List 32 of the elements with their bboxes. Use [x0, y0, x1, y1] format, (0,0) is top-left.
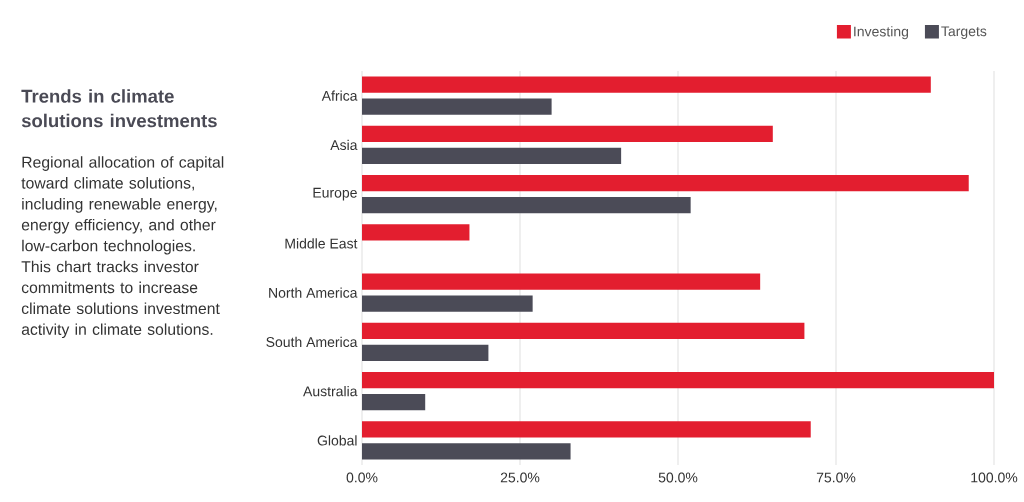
x-tick-label: 75.0% — [816, 472, 856, 483]
bar — [362, 76, 931, 93]
bar — [362, 125, 773, 143]
y-tick-label: North America — [269, 287, 358, 298]
bar — [362, 443, 571, 460]
x-tick-label: 50.0% — [658, 472, 698, 483]
y-tick-label: Global — [317, 435, 357, 446]
bar — [362, 273, 761, 290]
y-tick-label: Africa — [321, 90, 358, 101]
bar — [362, 175, 969, 192]
y-tick-label: Australia — [303, 385, 358, 397]
legend-label: Targets — [941, 26, 987, 39]
y-tick-label: Europe — [313, 187, 357, 201]
x-tick-label: 100.0% — [971, 472, 1018, 483]
y-tick-label: South America — [266, 336, 358, 348]
y-tick-label: Asia — [330, 139, 358, 151]
text: Trends in climate solutions investments — [21, 89, 217, 128]
x-tick-label: 0.0% — [346, 472, 378, 483]
legend-label: Investing — [854, 26, 909, 40]
text: Regional allocation of capital toward climate solutions, including renewable energy, energy efficiency, and other low-carbon technologies. This chart tracks investor commitments to increase climate solutions investment activity in climate solutions. — [21, 156, 224, 339]
bar — [362, 295, 533, 312]
y-tick-label: Middle East — [285, 238, 358, 249]
bar — [362, 372, 995, 389]
bar — [362, 147, 622, 164]
bar — [362, 421, 811, 438]
x-tick-label: 25.0% — [500, 472, 540, 483]
bar — [362, 98, 552, 115]
bar — [362, 322, 805, 340]
bar — [362, 224, 470, 241]
bar — [362, 393, 426, 411]
bar — [362, 344, 489, 361]
bar — [362, 196, 691, 214]
